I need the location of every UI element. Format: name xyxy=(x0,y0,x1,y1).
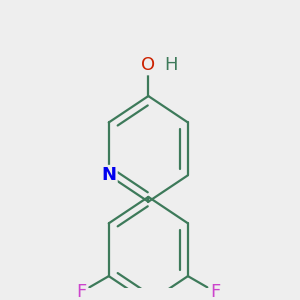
Text: O: O xyxy=(141,56,155,74)
Text: F: F xyxy=(210,283,220,300)
Text: N: N xyxy=(101,166,116,184)
Text: F: F xyxy=(77,283,87,300)
Text: H: H xyxy=(164,56,177,74)
